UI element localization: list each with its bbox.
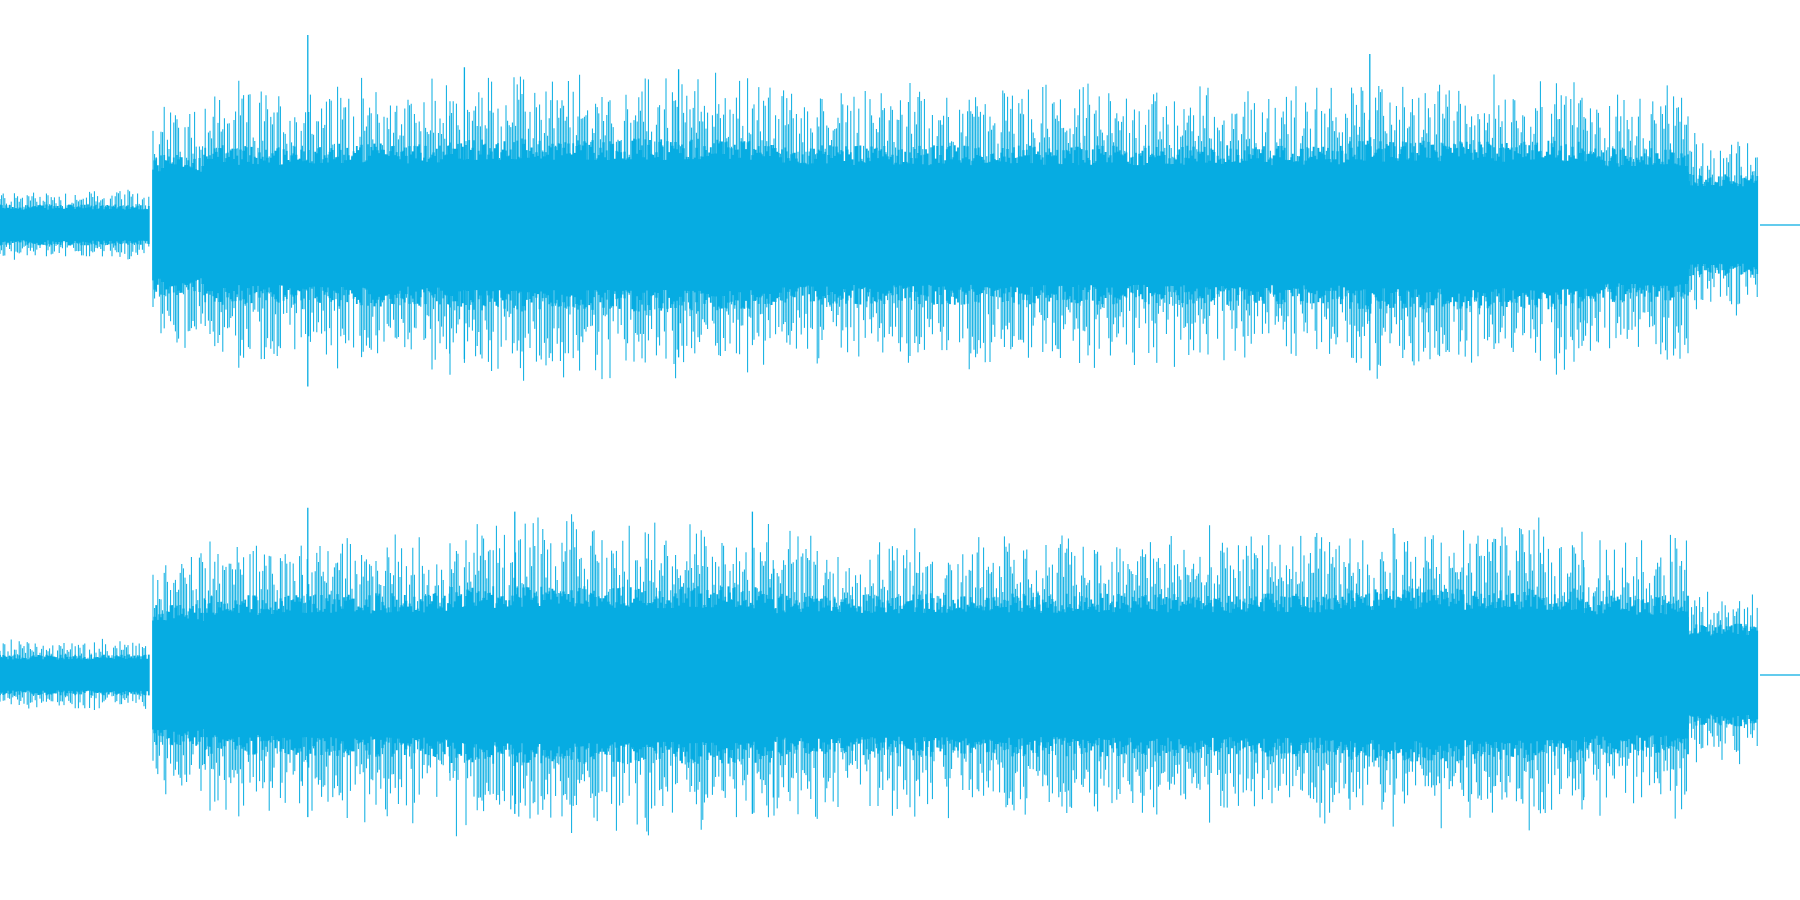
waveform-body: [0, 586, 1759, 764]
channel-left-waveform: [0, 35, 1800, 387]
channel-right-waveform: [0, 507, 1800, 837]
waveform-body: [0, 138, 1759, 312]
